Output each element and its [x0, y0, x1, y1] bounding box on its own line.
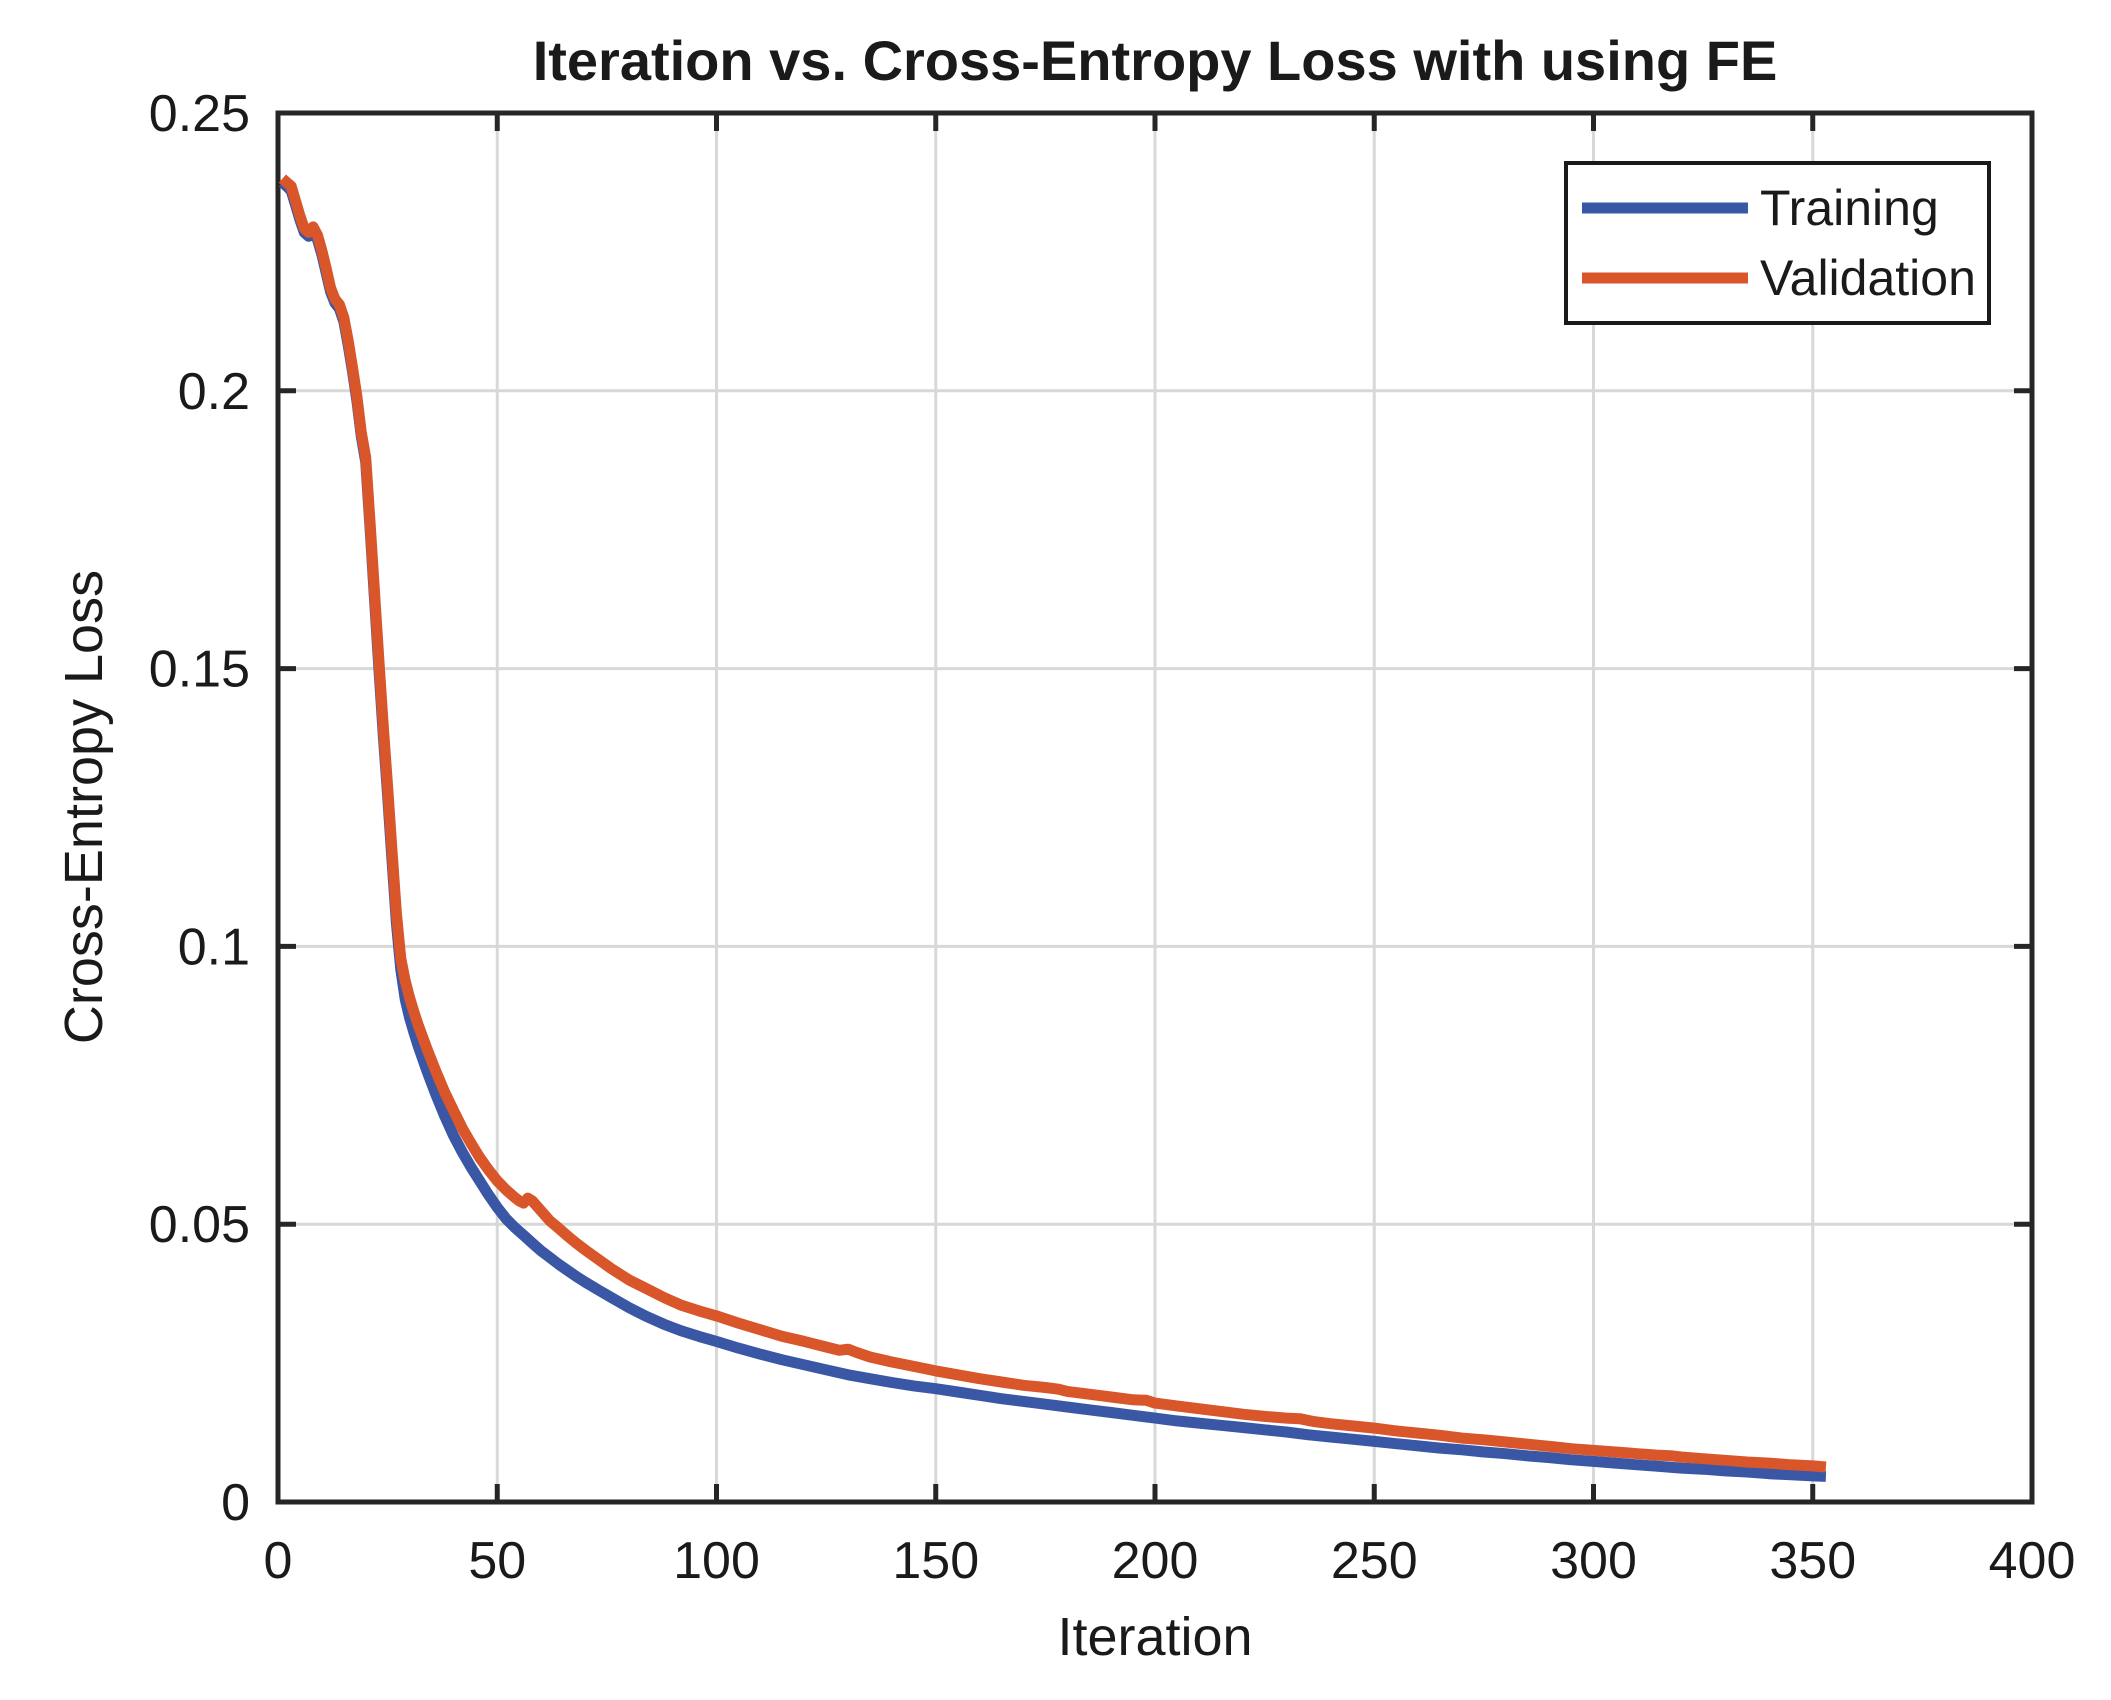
tick-marks [275, 110, 2035, 1505]
x-tick-label: 350 [1769, 1532, 1856, 1590]
y-tick-label: 0.1 [178, 918, 250, 976]
validation-line [278, 174, 1827, 1473]
x-tick-label: 200 [1112, 1532, 1199, 1590]
y-tick-label: 0.25 [149, 85, 250, 143]
x-tick-label: 250 [1331, 1532, 1418, 1590]
y-tick-label: 0.2 [178, 363, 250, 421]
gridlines [278, 113, 2032, 1502]
series-lines [278, 174, 1827, 1482]
x-tick-labels: 0 50 100 150 200 250 300 350 400 [264, 1532, 2076, 1590]
x-tick-label: 0 [264, 1532, 293, 1590]
y-axis-label: Cross-Entropy Loss [54, 570, 114, 1044]
y-tick-label: 0.05 [149, 1196, 250, 1254]
x-tick-label: 400 [1989, 1532, 2076, 1590]
x-tick-label: 50 [468, 1532, 526, 1590]
legend-validation-label: Validation [1760, 250, 1976, 306]
y-tick-label: 0 [221, 1474, 250, 1532]
y-tick-label: 0.15 [149, 641, 250, 699]
legend-box [1564, 161, 1991, 325]
x-tick-label: 300 [1550, 1532, 1637, 1590]
x-axis-label: Iteration [1057, 1607, 1252, 1667]
legend: Training Validation [1564, 161, 1991, 325]
x-tick-label: 100 [673, 1532, 760, 1590]
x-tick-label: 150 [892, 1532, 979, 1590]
legend-training-label: Training [1760, 180, 1939, 236]
chart-title: Iteration vs. Cross-Entropy Loss with us… [533, 29, 1778, 92]
y-tick-labels: 0 0.05 0.1 0.15 0.2 0.25 [149, 85, 250, 1532]
